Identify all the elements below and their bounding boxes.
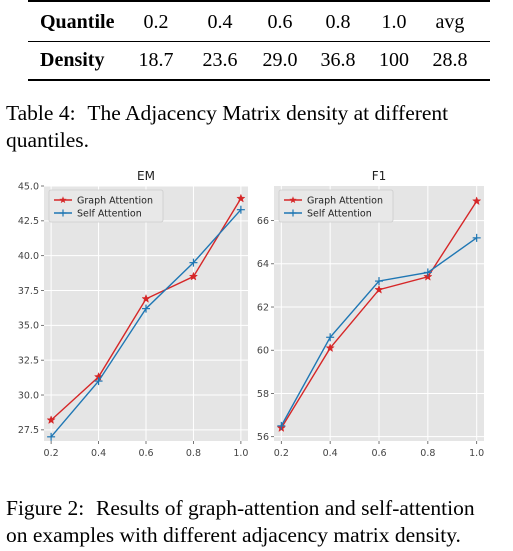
chart-title: F1 (372, 169, 387, 183)
table-cell: 0.2 (143, 11, 169, 33)
table-caption-label: Table 4: (6, 101, 76, 125)
table-cell: 1.0 (381, 11, 407, 33)
x-tick-label: 0.6 (138, 448, 153, 459)
y-tick-label: 42.5 (18, 216, 39, 227)
table-cell: 18.7 (138, 49, 174, 71)
row-header-density: Density (40, 49, 105, 71)
figure-caption: Figure 2: Results of graph-attention and … (6, 495, 510, 549)
data-point-plus (375, 277, 383, 286)
data-point-plus (47, 432, 56, 441)
x-tick-label: 1.0 (469, 448, 484, 459)
y-tick-label: 40.0 (18, 251, 39, 262)
y-tick-label: 32.5 (18, 355, 39, 366)
y-tick-label: 30.0 (18, 390, 39, 401)
legend-marker-star (59, 196, 67, 204)
table-top-rule (28, 0, 490, 2)
data-point-star (325, 343, 335, 353)
table-cell: 28.8 (432, 49, 468, 71)
y-tick-label: 45.0 (18, 181, 39, 192)
y-tick-label: 35.0 (18, 321, 39, 332)
row-header-quantile: Quantile (40, 11, 115, 33)
table-cell: 0.8 (325, 11, 351, 33)
data-point-plus (423, 268, 432, 277)
table-bottom-rule (28, 79, 490, 81)
data-point-plus (326, 333, 335, 342)
table-caption: Table 4: The Adjacency Matrix density at … (6, 100, 510, 154)
y-tick-label: 66 (257, 216, 269, 227)
data-point-plus (94, 377, 103, 386)
x-tick-label: 0.2 (274, 448, 289, 459)
x-tick-label: 0.8 (186, 448, 201, 459)
table-caption-line1: The Adjacency Matrix density at differen… (87, 101, 449, 125)
table-cell: 36.8 (320, 49, 356, 71)
x-tick-label: 0.4 (91, 448, 106, 459)
table-cell: 0.6 (267, 11, 293, 33)
data-point-star (141, 293, 151, 303)
table-caption-line2: quantiles. (6, 128, 89, 152)
chart-em: EM 0.2 0.4 0.6 0.8 1.0 27.5 30.0 32.5 35.0 37.5 40.… (18, 169, 249, 459)
y-tick-label: 56 (257, 432, 269, 443)
data-point-star (236, 193, 246, 203)
legend-label: Self Attention (307, 208, 372, 219)
data-point-plus (142, 304, 150, 313)
legend-item: Graph Attention (284, 195, 383, 206)
table-cell: 23.6 (202, 49, 238, 71)
legend: Graph Attention Self Attention (278, 189, 394, 223)
y-tick-label: 58 (257, 389, 269, 400)
table-row-quantile: Quantile 0.2 0.4 0.6 0.8 1.0 avg (28, 4, 490, 40)
data-point-star (46, 415, 56, 425)
legend-marker-star (289, 196, 297, 204)
table-cell: 29.0 (262, 49, 298, 71)
y-tick-label: 27.5 (18, 425, 39, 436)
legend-box (278, 189, 394, 223)
y-tick-label: 62 (257, 302, 269, 313)
x-tick-label: 0.2 (44, 448, 59, 459)
figure-caption-line1: Results of graph-attention and self-atte… (96, 496, 475, 520)
table-cell: 100 (379, 49, 409, 71)
legend-label: Self Attention (77, 208, 142, 219)
chart-f1: F1 0.2 0.4 0.6 0.8 1.0 56 58 60 62 64 66 Graph Atten… (257, 169, 484, 459)
legend-item: Self Attention (54, 208, 142, 219)
table-mid-rule (28, 41, 490, 42)
legend-box (48, 189, 164, 223)
legend: Graph Attention Self Attention (48, 189, 164, 223)
x-tick-label: 0.8 (420, 448, 435, 459)
data-point-star (374, 284, 384, 294)
data-point-plus (277, 421, 286, 430)
x-tick-label: 0.4 (323, 448, 338, 459)
data-point-star (188, 271, 199, 281)
x-tick-label: 1.0 (233, 448, 248, 459)
legend-label: Graph Attention (307, 195, 383, 206)
legend-item: Graph Attention (54, 195, 153, 206)
y-tick-label: 64 (257, 259, 269, 270)
x-tick-label: 0.6 (371, 448, 386, 459)
data-point-plus (236, 205, 245, 214)
y-tick-label: 60 (257, 346, 269, 357)
table-row-density: Density 18.7 23.6 29.0 36.8 100 28.8 (28, 42, 490, 78)
y-tick-label: 37.5 (18, 286, 39, 297)
legend-item: Self Attention (284, 208, 372, 219)
chart-title: EM (137, 169, 155, 183)
data-point-star (471, 196, 482, 206)
results-figure: EM 0.2 0.4 0.6 0.8 1.0 27.5 30.0 32.5 35.0 37.5 40.… (18, 169, 484, 459)
data-point-plus (472, 233, 481, 242)
table-cell: avg (435, 11, 465, 33)
table-cell: 0.4 (207, 11, 233, 33)
figure-caption-label: Figure 2: (6, 496, 85, 520)
figure-caption-line2: on examples with different adjacency mat… (6, 523, 461, 547)
legend-label: Graph Attention (77, 195, 153, 206)
data-point-plus (189, 258, 198, 267)
